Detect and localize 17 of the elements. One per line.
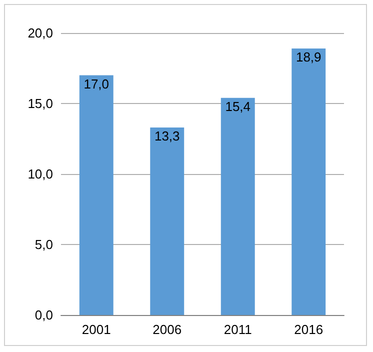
y-tick-label: 20,0 [28, 26, 53, 40]
x-tick-label: 2006 [152, 322, 182, 337]
bar [292, 48, 326, 315]
y-tick-label: 15,0 [28, 96, 53, 111]
bar [220, 98, 255, 315]
x-tick-label: 2011 [224, 322, 252, 337]
data-label: 13,3 [154, 128, 180, 144]
data-label: 18,9 [296, 50, 322, 65]
x-tick-label: 2001 [82, 322, 111, 337]
y-tick-label: 10,0 [28, 166, 53, 182]
x-tick-label: 2016 [294, 322, 324, 337]
y-tick-label: 0,0 [34, 308, 53, 322]
data-label: 15,4 [225, 98, 251, 114]
y-tick-label: 5,0 [34, 237, 53, 252]
bar [79, 75, 114, 315]
data-label: 17,0 [84, 76, 110, 92]
bar [150, 127, 184, 315]
